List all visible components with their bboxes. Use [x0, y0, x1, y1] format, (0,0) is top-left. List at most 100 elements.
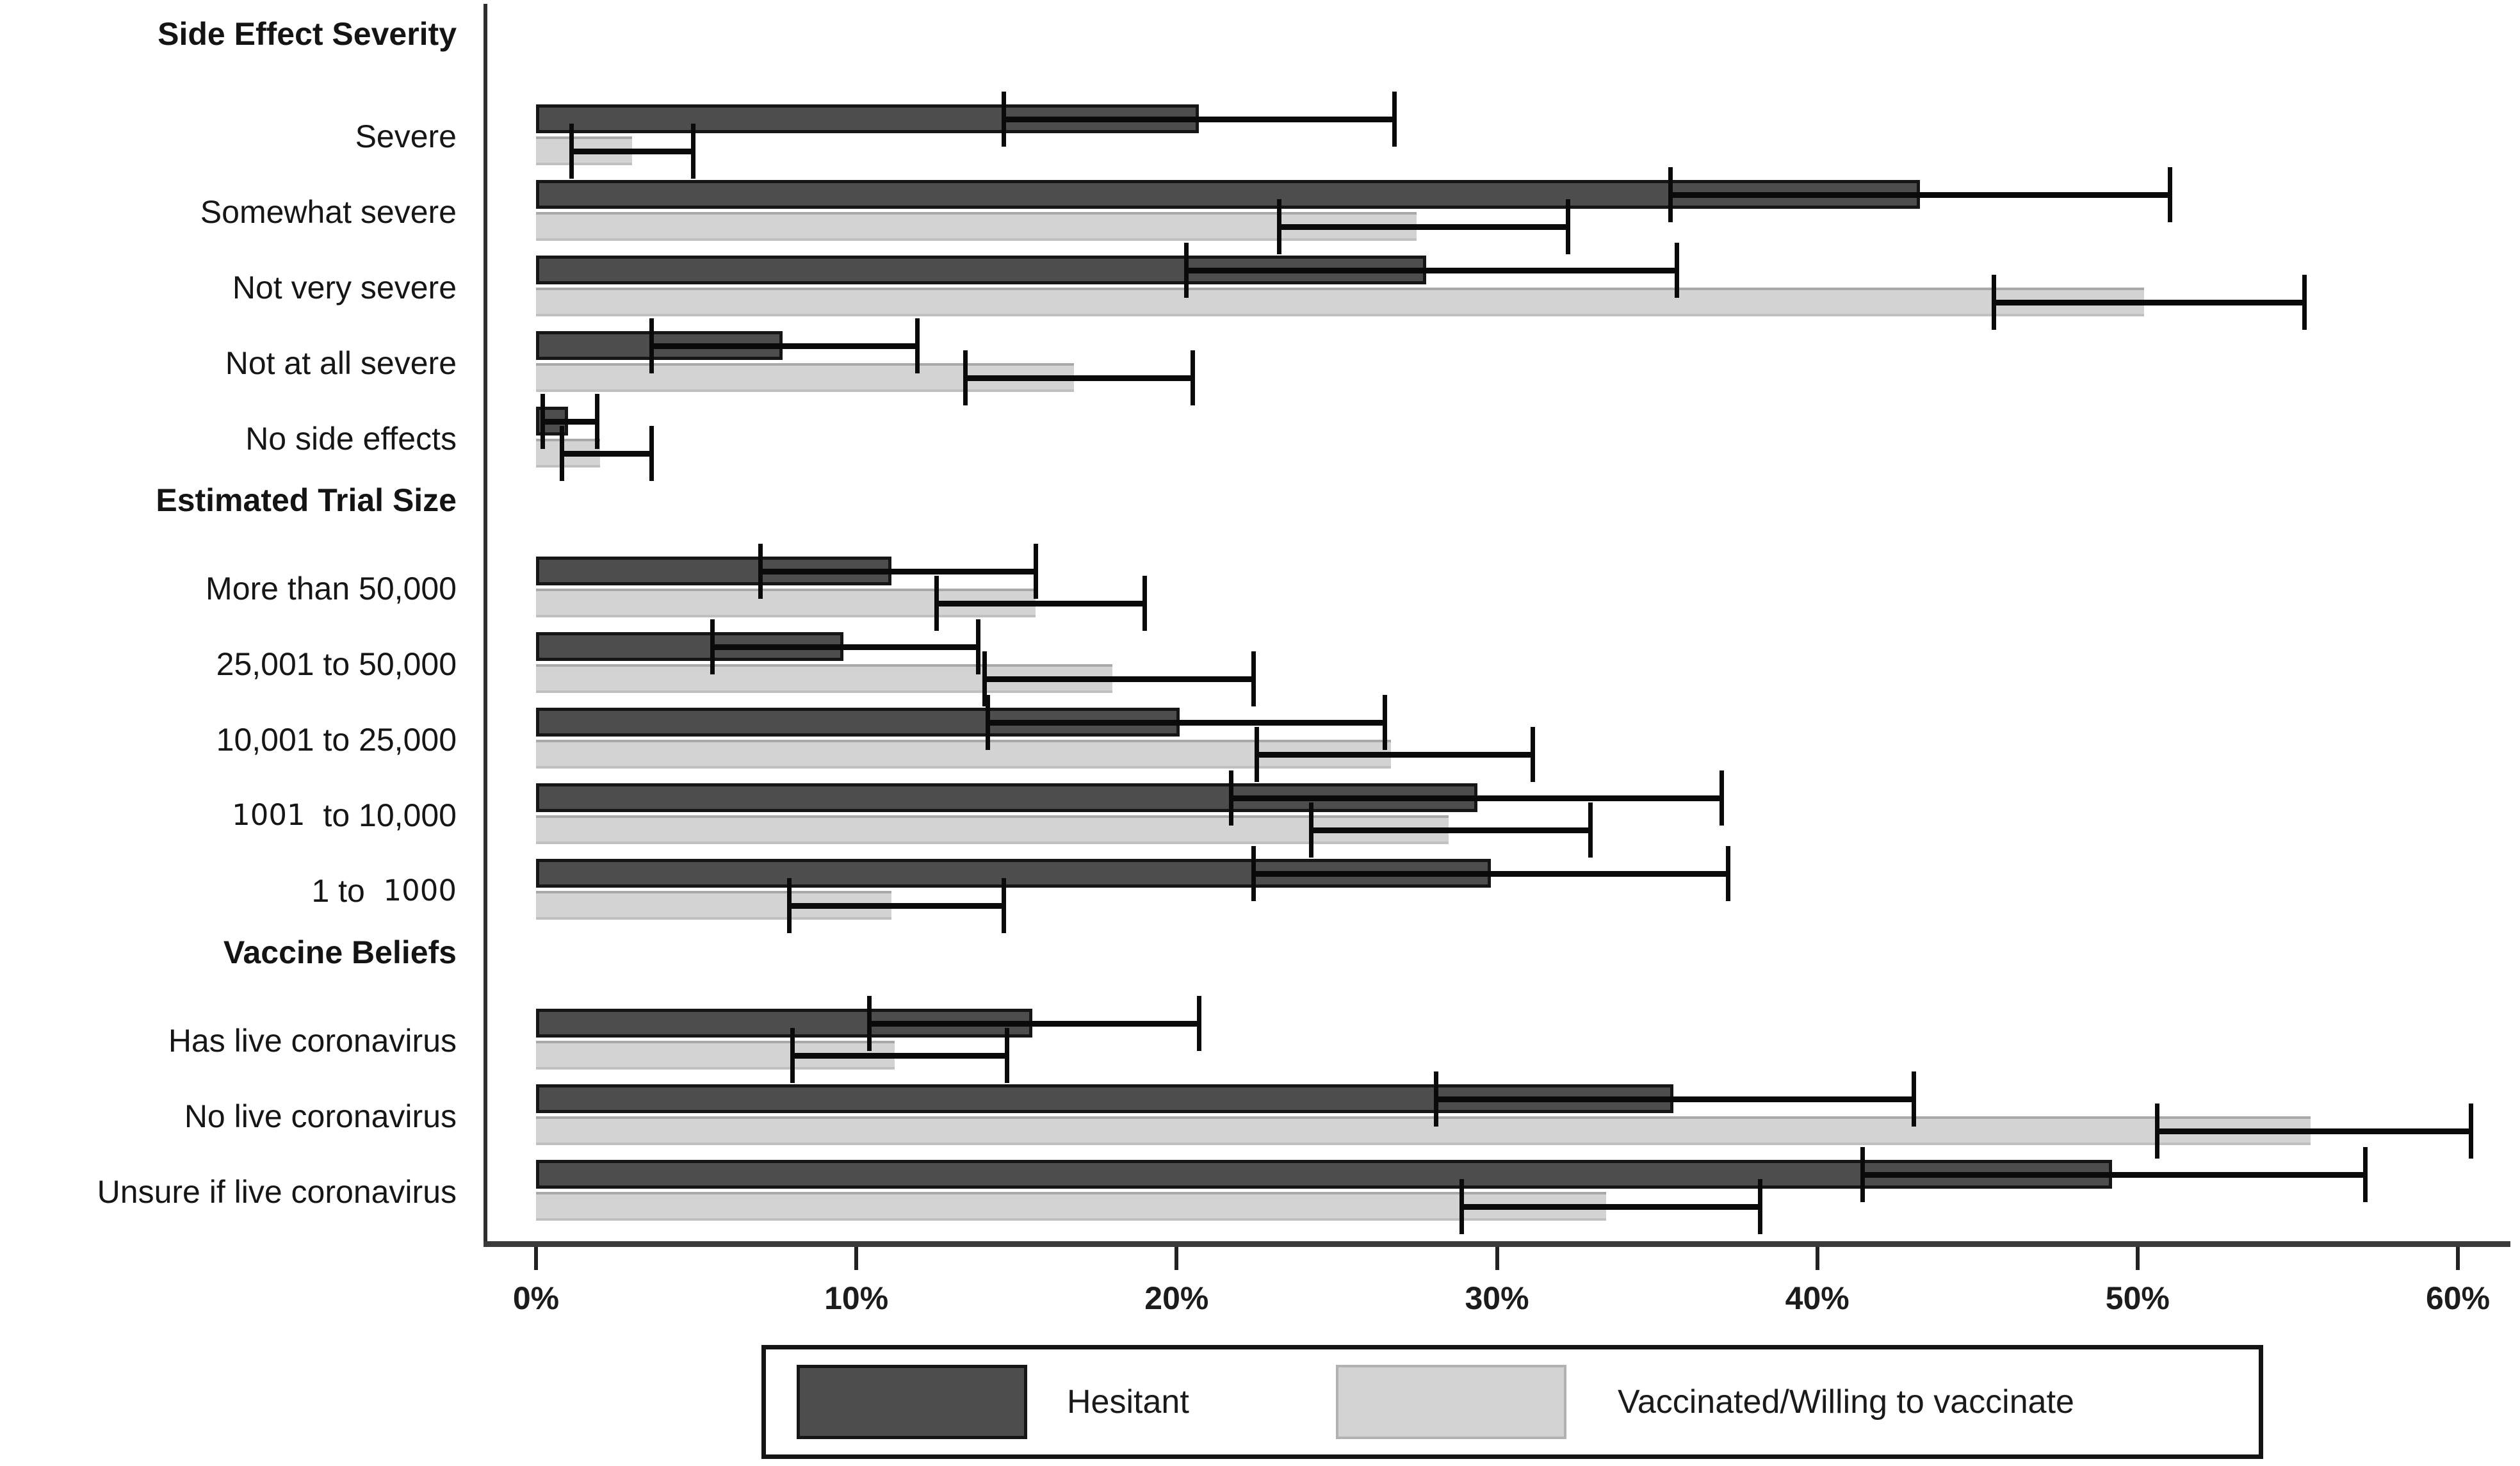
- error-bar-cap-low-vaccinated: [934, 576, 939, 631]
- bar-vaccinated: [536, 212, 1417, 241]
- bar-hesitant: [536, 1160, 2112, 1189]
- error-bar-cap-high-hesitant: [1725, 846, 1730, 901]
- error-bar-cap-low-hesitant: [710, 619, 715, 674]
- error-bar-cap-high-hesitant: [1392, 92, 1397, 147]
- error-bar-cap-low-hesitant: [1251, 846, 1256, 901]
- category-label: No side effects: [245, 420, 457, 457]
- error-bar-cap-low-vaccinated: [569, 124, 574, 179]
- error-bar-cap-low-vaccinated: [982, 651, 988, 706]
- error-bar-cap-high-vaccinated: [1757, 1179, 1762, 1234]
- error-bar-cap-low-vaccinated: [790, 1028, 795, 1083]
- error-bar-cap-low-vaccinated: [1991, 275, 1996, 330]
- x-axis-tick-label: 20%: [1144, 1280, 1209, 1316]
- error-bar-cap-high-vaccinated: [1002, 878, 1007, 933]
- error-bar-cap-high-vaccinated: [1142, 576, 1148, 631]
- x-axis-line: [484, 1241, 2510, 1247]
- category-label: 1 to 1000: [0, 859, 457, 922]
- error-bar-line-vaccinated: [1459, 1204, 1762, 1210]
- error-bar-cap-low-hesitant: [1002, 92, 1007, 147]
- category-label: Unsure if live coronavirus: [97, 1173, 457, 1210]
- error-bar-line-vaccinated: [1255, 752, 1534, 758]
- bar-vaccinated: [536, 288, 2144, 316]
- error-bar-cap-low-hesitant: [867, 996, 872, 1051]
- error-bar-line-hesitant: [758, 569, 1038, 574]
- error-bar-line-hesitant: [867, 1021, 1201, 1027]
- category-label-part: to 10,000: [305, 797, 457, 833]
- error-bar-cap-high-vaccinated: [1530, 727, 1535, 782]
- error-bar-cap-high-vaccinated: [1251, 651, 1256, 706]
- error-bar-cap-low-hesitant: [1668, 167, 1673, 222]
- x-axis-tick: [2456, 1247, 2460, 1270]
- group-header: Vaccine Beliefs: [223, 934, 457, 970]
- error-bar-cap-high-hesitant: [2167, 167, 2172, 222]
- error-bar-line-vaccinated: [963, 375, 1195, 381]
- category-label: Not very severe: [232, 269, 457, 305]
- bar-vaccinated: [536, 1116, 2311, 1145]
- x-axis-tick-label: 40%: [1785, 1280, 1849, 1316]
- x-axis-tick: [1175, 1247, 1179, 1270]
- error-bar-cap-high-vaccinated: [649, 426, 654, 481]
- x-axis-tick: [1815, 1247, 1819, 1270]
- error-bar-cap-high-hesitant: [915, 318, 920, 373]
- category-label: No live coronavirus: [184, 1098, 457, 1134]
- category-label: Not at all severe: [225, 345, 457, 381]
- x-axis-tick-label: 0%: [512, 1280, 560, 1316]
- error-bar-cap-low-vaccinated: [1309, 802, 1314, 858]
- error-bar-line-hesitant: [1184, 268, 1679, 273]
- error-bar-line-vaccinated: [934, 601, 1147, 607]
- bar-vaccinated: [536, 664, 1113, 693]
- error-bar-cap-low-vaccinated: [963, 350, 968, 405]
- error-bar-cap-low-hesitant: [541, 394, 545, 449]
- group-header: Side Effect Severity: [158, 16, 457, 52]
- category-label-alt-part: 1000: [364, 874, 457, 908]
- error-bar-cap-high-vaccinated: [2469, 1104, 2474, 1159]
- x-axis-tick: [2135, 1247, 2140, 1270]
- error-bar-line-hesitant: [649, 343, 920, 349]
- error-bar-line-vaccinated: [982, 676, 1256, 682]
- error-bar-line-vaccinated: [1991, 300, 2306, 305]
- x-axis-tick: [854, 1247, 859, 1270]
- x-axis-tick: [534, 1247, 538, 1270]
- error-bar-cap-high-hesitant: [1383, 695, 1388, 750]
- error-bar-cap-low-vaccinated: [560, 426, 564, 481]
- category-label-alt-part: 1001: [232, 798, 305, 832]
- x-axis-tick-label: 60%: [2425, 1280, 2491, 1316]
- error-bar-cap-low-hesitant: [758, 544, 763, 599]
- error-bar-cap-low-hesitant: [986, 695, 991, 750]
- category-label-part: 1 to: [311, 872, 365, 909]
- error-bar-line-hesitant: [710, 644, 980, 650]
- category-label: Has live coronavirus: [168, 1022, 457, 1059]
- x-axis-tick-label: 50%: [2105, 1280, 2170, 1316]
- legend: Hesitant Vaccinated/Willing to vaccinate: [761, 1345, 2263, 1459]
- error-bar-cap-high-hesitant: [1674, 243, 1679, 298]
- x-axis-tick: [1495, 1247, 1499, 1270]
- error-bar-cap-low-vaccinated: [1255, 727, 1260, 782]
- error-bar-cap-low-vaccinated: [1277, 199, 1282, 254]
- category-label: 10,001 to 25,000: [216, 721, 457, 758]
- error-bar-line-vaccinated: [1309, 827, 1592, 833]
- error-bar-line-hesitant: [986, 720, 1387, 726]
- error-bar-line-vaccinated: [560, 451, 654, 457]
- error-bar-cap-high-vaccinated: [1565, 199, 1570, 254]
- error-bar-line-vaccinated: [790, 1053, 1009, 1059]
- error-bar-cap-low-vaccinated: [2154, 1104, 2159, 1159]
- error-bar-line-hesitant: [1251, 871, 1730, 877]
- error-bar-cap-high-hesitant: [2362, 1147, 2368, 1202]
- bar-vaccinated: [536, 1192, 1606, 1221]
- bar-vaccinated: [536, 363, 1075, 392]
- legend-swatch-hesitant: [797, 1365, 1027, 1439]
- error-bar-cap-high-vaccinated: [1588, 802, 1593, 858]
- x-axis-tick-label: 30%: [1465, 1280, 1529, 1316]
- error-bar-line-hesitant: [1860, 1172, 2367, 1178]
- y-axis-line: [484, 4, 487, 1247]
- error-bar-cap-high-vaccinated: [1191, 350, 1196, 405]
- error-bar-cap-low-hesitant: [1860, 1147, 1865, 1202]
- error-bar-cap-low-hesitant: [649, 318, 654, 373]
- error-bar-cap-high-hesitant: [1034, 544, 1039, 599]
- category-label: 25,001 to 50,000: [216, 646, 457, 682]
- bar-vaccinated: [536, 815, 1449, 844]
- error-bar-cap-high-vaccinated: [691, 124, 696, 179]
- category-label: Severe: [355, 118, 457, 154]
- legend-swatch-vaccinated: [1336, 1365, 1566, 1439]
- error-bar-cap-high-hesitant: [1911, 1071, 1916, 1127]
